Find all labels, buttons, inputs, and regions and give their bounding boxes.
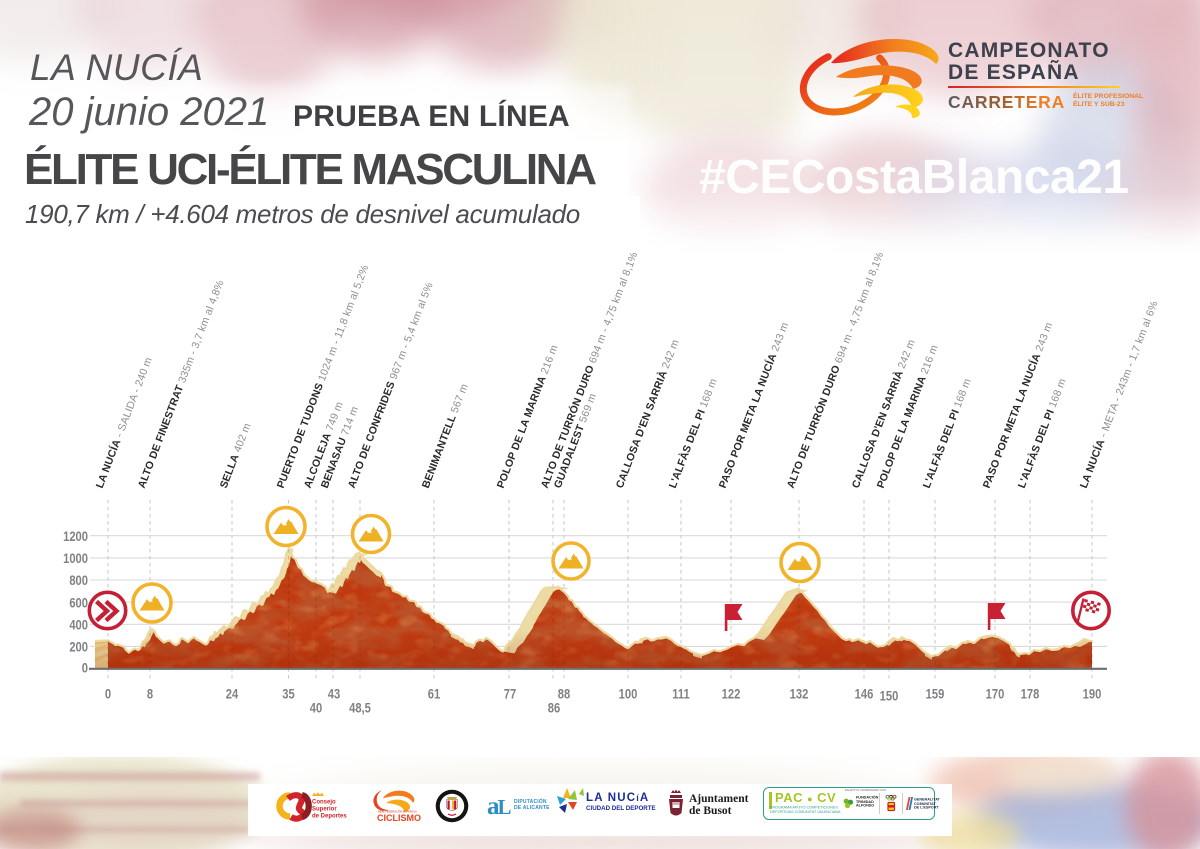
svg-text:132: 132 xyxy=(790,686,809,701)
svg-text:200: 200 xyxy=(69,639,88,654)
svg-text:Consejo: Consejo xyxy=(312,800,336,806)
svg-text:600: 600 xyxy=(69,595,88,610)
svg-text:0: 0 xyxy=(82,661,88,676)
svg-text:REAL FEDERACIÓN ESPAÑOLA: REAL FEDERACIÓN ESPAÑOLA xyxy=(378,809,417,814)
svg-text:159: 159 xyxy=(926,686,945,701)
svg-text:146: 146 xyxy=(855,686,874,701)
svg-text:40: 40 xyxy=(310,700,322,715)
svg-text:1200: 1200 xyxy=(63,529,88,544)
svg-text:88: 88 xyxy=(558,686,570,701)
svg-text:86: 86 xyxy=(548,700,560,715)
svg-text:61: 61 xyxy=(428,686,440,701)
svg-text:111: 111 xyxy=(672,686,689,701)
svg-text:400: 400 xyxy=(69,617,88,632)
svg-text:LA NUCíA: LA NUCíA xyxy=(586,792,649,804)
svg-text:150: 150 xyxy=(880,688,899,703)
svg-text:8: 8 xyxy=(147,686,153,701)
svg-text:178: 178 xyxy=(1021,686,1040,701)
svg-text:122: 122 xyxy=(722,686,741,701)
svg-text:43: 43 xyxy=(328,686,340,701)
svg-text:24: 24 xyxy=(226,686,238,701)
svg-text:Ajuntament: Ajuntament xyxy=(689,793,749,805)
svg-text:48,5: 48,5 xyxy=(349,700,371,715)
svg-text:Superior: Superior xyxy=(312,807,337,813)
svg-text:170: 170 xyxy=(986,686,1005,701)
svg-text:35: 35 xyxy=(282,686,294,701)
svg-text:de Busot: de Busot xyxy=(689,805,732,817)
svg-text:77: 77 xyxy=(504,686,516,701)
svg-text:100: 100 xyxy=(619,686,638,701)
svg-text:800: 800 xyxy=(69,573,88,588)
svg-text:1000: 1000 xyxy=(63,551,88,566)
svg-text:190: 190 xyxy=(1083,686,1102,701)
svg-text:CICLISMO: CICLISMO xyxy=(377,813,421,823)
svg-text:CIUDAD DEL DEPORTE: CIUDAD DEL DEPORTE xyxy=(586,805,656,812)
svg-text:0: 0 xyxy=(105,686,111,701)
svg-text:de Deportes: de Deportes xyxy=(312,814,347,820)
